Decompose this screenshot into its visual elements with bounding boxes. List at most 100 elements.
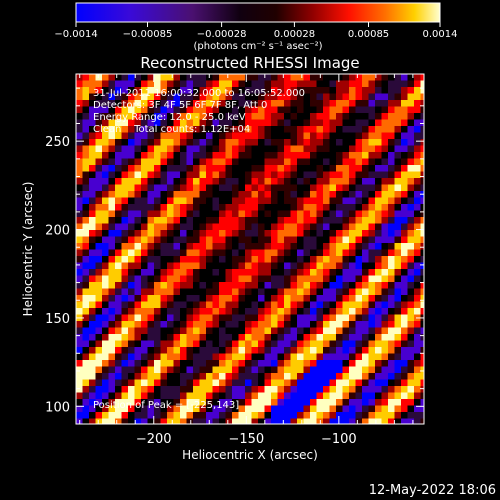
peak-position-label: Position of Peak = [-225,143] xyxy=(93,400,239,411)
heatmap-cell xyxy=(264,100,272,107)
heatmap-cell xyxy=(154,314,161,322)
heatmap-cell xyxy=(121,158,129,166)
heatmap-cell xyxy=(264,249,272,257)
heatmap-cell xyxy=(355,392,363,400)
heatmap-cell xyxy=(193,145,200,153)
heatmap-cell xyxy=(82,308,90,315)
heatmap-cell xyxy=(102,262,109,270)
heatmap-cell xyxy=(251,197,259,205)
heatmap-cell xyxy=(297,353,304,361)
heatmap-cell xyxy=(388,139,395,146)
heatmap-cell xyxy=(303,360,311,367)
heatmap-cell xyxy=(212,353,220,361)
heatmap-cell xyxy=(108,106,116,114)
heatmap-cell xyxy=(206,301,213,309)
heatmap-cell xyxy=(141,321,148,328)
heatmap-cell xyxy=(128,223,135,231)
heatmap-cell xyxy=(95,87,103,94)
heatmap-cell xyxy=(147,321,155,328)
heatmap-cell xyxy=(303,379,311,387)
heatmap-cell xyxy=(381,184,389,192)
heatmap-cell xyxy=(89,295,96,302)
heatmap-cell xyxy=(310,275,317,283)
heatmap-cell xyxy=(349,223,356,231)
heatmap-cell xyxy=(95,405,103,413)
heatmap-cell xyxy=(349,210,356,218)
heatmap-cell xyxy=(95,243,103,250)
heatmap-cell xyxy=(264,230,272,237)
heatmap-cell xyxy=(147,412,155,419)
heatmap-cell xyxy=(238,178,246,185)
heatmap-cell xyxy=(238,327,246,335)
heatmap-cell xyxy=(82,217,90,224)
heatmap-cell xyxy=(225,145,233,153)
heatmap-cell xyxy=(245,392,252,400)
heatmap-cell xyxy=(102,353,109,361)
heatmap-cell xyxy=(284,314,291,322)
heatmap-cell xyxy=(349,249,356,257)
heatmap-cell xyxy=(141,178,148,185)
heatmap-cell xyxy=(160,392,168,400)
heatmap-cell xyxy=(264,334,272,341)
colorbar-unit-label: (photons cm⁻² s⁻¹ asec⁻²) xyxy=(193,41,322,52)
heatmap-cell xyxy=(115,288,122,296)
heatmap-cell xyxy=(375,243,382,250)
heatmap-cell xyxy=(310,165,317,172)
heatmap-cell xyxy=(186,191,194,198)
heatmap-cell xyxy=(375,308,382,315)
heatmap-cell xyxy=(180,340,187,348)
heatmap-cell xyxy=(95,392,103,400)
heatmap-cell xyxy=(277,392,285,400)
heatmap-cell xyxy=(297,158,304,166)
heatmap-cell xyxy=(290,399,298,406)
heatmap-cell xyxy=(414,184,421,192)
heatmap-cell xyxy=(128,405,135,413)
heatmap-cell xyxy=(193,262,200,270)
heatmap-cell xyxy=(342,210,350,218)
heatmap-cell xyxy=(121,236,129,244)
heatmap-cell xyxy=(193,412,200,419)
heatmap-cell xyxy=(375,340,382,348)
heatmap-cell xyxy=(394,256,402,263)
heatmap-cell xyxy=(82,412,90,419)
heatmap-cell xyxy=(271,126,278,133)
heatmap-cell xyxy=(128,256,135,263)
heatmap-cell xyxy=(323,80,330,88)
heatmap-cell xyxy=(342,295,350,302)
heatmap-cell xyxy=(147,392,155,400)
heatmap-cell xyxy=(82,405,90,413)
heatmap-cell xyxy=(225,230,233,237)
heatmap-cell xyxy=(160,184,168,192)
heatmap-cell xyxy=(336,230,343,237)
heatmap-cell xyxy=(95,288,103,296)
heatmap-cell xyxy=(108,418,116,424)
heatmap-cell xyxy=(167,353,174,361)
heatmap-cell xyxy=(89,106,96,114)
heatmap-cell xyxy=(180,373,187,380)
heatmap-cell xyxy=(147,399,155,406)
heatmap-cell xyxy=(160,158,168,166)
heatmap-cell xyxy=(108,295,116,302)
heatmap-cell xyxy=(82,249,90,257)
heatmap-cell xyxy=(141,184,148,192)
heatmap-cell xyxy=(264,184,272,192)
heatmap-cell xyxy=(128,87,135,94)
heatmap-cell xyxy=(102,405,109,413)
heatmap-cell xyxy=(76,178,83,185)
heatmap-cell xyxy=(362,334,369,341)
heatmap-cell xyxy=(245,87,252,94)
heatmap-cell xyxy=(316,223,324,231)
heatmap-cell xyxy=(297,412,304,419)
heatmap-cell xyxy=(134,210,142,218)
heatmap-cell xyxy=(251,412,259,419)
heatmap-cell xyxy=(154,373,161,380)
heatmap-cell xyxy=(336,223,343,231)
heatmap-cell xyxy=(310,126,317,133)
heatmap-cell xyxy=(121,360,129,367)
heatmap-cell xyxy=(82,87,90,94)
heatmap-cell xyxy=(232,223,239,231)
heatmap-cell xyxy=(297,100,304,107)
heatmap-cell xyxy=(401,197,408,205)
heatmap-cell xyxy=(394,249,402,257)
heatmap-cell xyxy=(173,80,181,88)
